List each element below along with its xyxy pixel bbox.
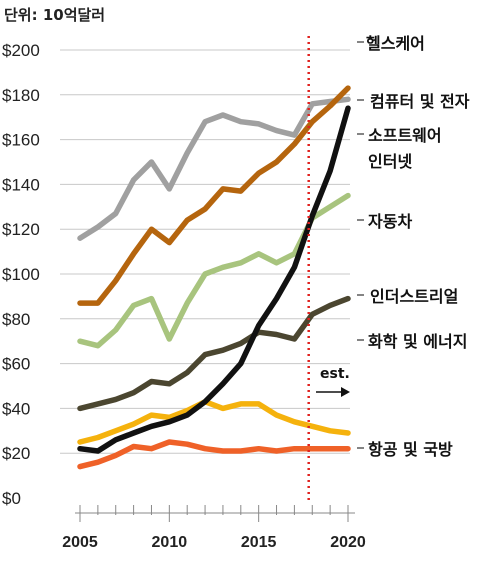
series-line-6 <box>77 439 351 470</box>
y-tick-label: $20 <box>2 444 30 463</box>
series-line-5 <box>77 398 351 445</box>
estimate-label: est. <box>320 366 350 382</box>
series-label: 자동차 <box>368 212 412 231</box>
series-line-1 <box>77 96 351 241</box>
series-label: 소프트웨어 <box>368 126 442 145</box>
x-tick-label: 2005 <box>62 534 98 551</box>
series-label: 인터넷 <box>368 152 412 171</box>
x-tick-label: 2020 <box>330 534 366 551</box>
y-tick-label: $100 <box>2 265 40 284</box>
y-tick-label: $200 <box>2 41 40 60</box>
x-axis: 2005 2010 2015 2020 <box>62 505 366 551</box>
y-tick-label: $60 <box>2 355 30 374</box>
y-tick-label: $180 <box>2 86 40 105</box>
series-label: 헬스케어 <box>366 34 425 53</box>
series-label: 인더스트리얼 <box>370 287 458 306</box>
y-tick-label: $120 <box>2 220 40 239</box>
series-line-0 <box>77 85 351 306</box>
unit-label: 단위: 10억달러 <box>4 6 105 24</box>
y-tick-label: $160 <box>2 131 40 150</box>
y-tick-label: $80 <box>2 310 30 329</box>
estimate-arrowhead <box>341 387 350 397</box>
series-label: 컴퓨터 및 전자 <box>370 92 470 111</box>
y-tick-label: $0 <box>2 489 21 508</box>
estimate-marker: est. <box>307 36 350 500</box>
x-tick-label: 2015 <box>241 534 277 551</box>
series-lines <box>77 85 351 470</box>
y-tick-label: $140 <box>2 175 40 194</box>
series-label: 화학 및 에너지 <box>368 332 467 351</box>
series-line-2 <box>77 105 351 454</box>
y-axis-ticks: $0 $20 $40 $60 $80 $100 $120 $140 $160 $180 $200 <box>2 41 40 508</box>
series-label: 항공 및 국방 <box>368 440 453 459</box>
x-tick-label: 2010 <box>152 534 188 551</box>
y-tick-label: $40 <box>2 399 30 418</box>
series-line-4 <box>77 295 351 412</box>
